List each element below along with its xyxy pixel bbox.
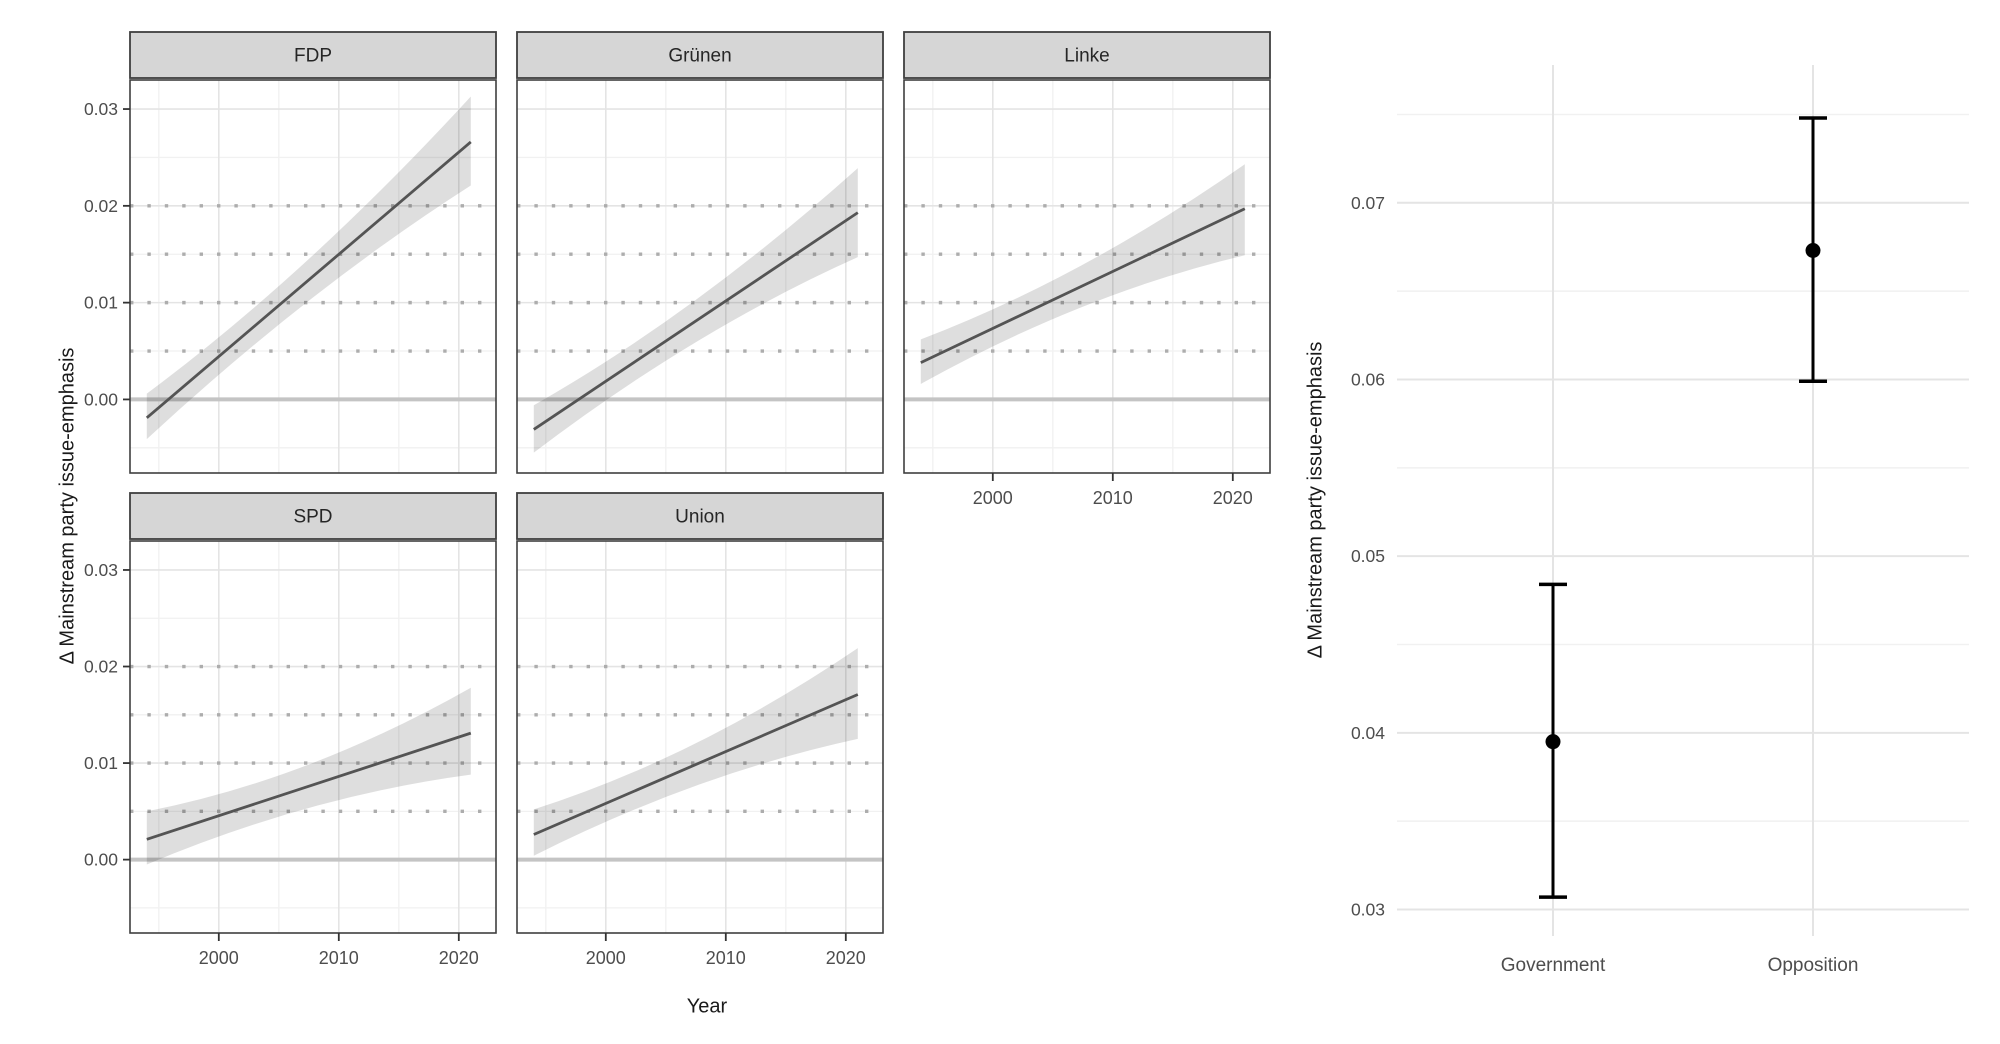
- confidence-ribbon: [146, 687, 471, 865]
- confidence-ribbon: [920, 164, 1245, 384]
- panel-border: [129, 540, 497, 934]
- y-tick-label: 0.01: [84, 753, 118, 773]
- pointrange-chart-svg: 0.03 0.04 0.05 0.06 0.07 Government Opposition: [1351, 65, 1969, 976]
- y-tick-label: 0.03: [1351, 899, 1385, 919]
- facet-strip-label: Grünen: [668, 46, 731, 67]
- trend-line: [146, 731, 472, 841]
- x-tick-label: 2010: [1093, 488, 1133, 508]
- facet-panel-Union: Union 2000 2010 2020: [516, 492, 884, 968]
- y-tick-label: 0.03: [84, 99, 118, 119]
- panel-border: [516, 540, 884, 934]
- x-tick-label: 2010: [706, 948, 746, 968]
- pointrange-panel: 0.03 0.04 0.05 0.06 0.07 Government Opposition: [1351, 65, 1969, 976]
- x-tick-label: 2000: [973, 488, 1013, 508]
- y-tick-label: 0.03: [84, 560, 118, 580]
- facet-strip: [129, 492, 497, 540]
- facet-strip: [903, 31, 1271, 79]
- facet-strip-label: Union: [675, 507, 725, 528]
- y-tick-label: 0.00: [84, 850, 118, 870]
- facet-strip-label: SPD: [293, 507, 332, 528]
- panel-border: [903, 79, 1271, 474]
- y-tick-label: 0.00: [84, 389, 118, 409]
- confidence-ribbon: [533, 168, 858, 453]
- facet-line-chart-svg: FDP 0.00 0.01 0.02 0.03 Grünen Linke 2000 2010 20…: [84, 31, 1271, 968]
- x-tick-label: 2020: [826, 948, 866, 968]
- x-tick-label: 2010: [319, 948, 359, 968]
- facet-strip: [516, 31, 884, 79]
- y-tick-label: 0.02: [84, 196, 118, 216]
- facet-panel-FDP: FDP 0.00 0.01 0.02 0.03: [84, 31, 497, 474]
- facet-strip-label: Linke: [1064, 46, 1109, 67]
- confidence-ribbon: [533, 648, 858, 856]
- y-tick-label: 0.02: [84, 657, 118, 677]
- pointrange-chart: 0.03 0.04 0.05 0.06 0.07 Government Opposition: [1300, 0, 2000, 1039]
- facet-line-chart: FDP 0.00 0.01 0.02 0.03 Grünen Linke 2000 2010 20…: [84, 31, 1271, 968]
- x-tick-label: 2020: [1213, 488, 1253, 508]
- y-tick-label: 0.04: [1351, 723, 1385, 743]
- panel-border: [516, 79, 884, 474]
- x-tick-label: 2000: [586, 948, 626, 968]
- y-tick-label: 0.01: [84, 293, 118, 313]
- facet-panel-SPD: SPD 0.00 0.01 0.02 0.03 2000 2010 2020: [84, 492, 497, 968]
- facet-strip-label: FDP: [294, 46, 332, 67]
- trend-line: [145, 140, 472, 419]
- category-label: Government: [1501, 955, 1606, 976]
- y-axis-title-right: Δ Mainstream party issue-emphasis: [1304, 341, 1327, 659]
- trend-line: [533, 693, 859, 836]
- facet-strip: [129, 31, 497, 79]
- x-tick-label: 2000: [199, 948, 239, 968]
- facet-strip: [516, 492, 884, 540]
- x-axis-title: Year: [686, 995, 728, 1018]
- panel-border: [129, 79, 497, 474]
- category-label: Opposition: [1768, 955, 1859, 976]
- confidence-ribbon: [146, 96, 471, 440]
- point-estimate: [1545, 734, 1561, 750]
- y-tick-label: 0.07: [1351, 193, 1385, 213]
- y-tick-label: 0.06: [1351, 369, 1385, 389]
- x-tick-label: 2020: [439, 948, 479, 968]
- facet-panel-Linke: Linke 2000 2010 2020: [903, 31, 1271, 508]
- trend-line: [533, 211, 859, 431]
- y-tick-label: 0.05: [1351, 546, 1385, 566]
- trend-line: [920, 207, 1246, 364]
- facet-panel-Grünen: Grünen: [516, 31, 884, 474]
- y-axis-title-left: Δ Mainstream party issue-emphasis: [56, 347, 79, 665]
- point-estimate: [1805, 243, 1821, 259]
